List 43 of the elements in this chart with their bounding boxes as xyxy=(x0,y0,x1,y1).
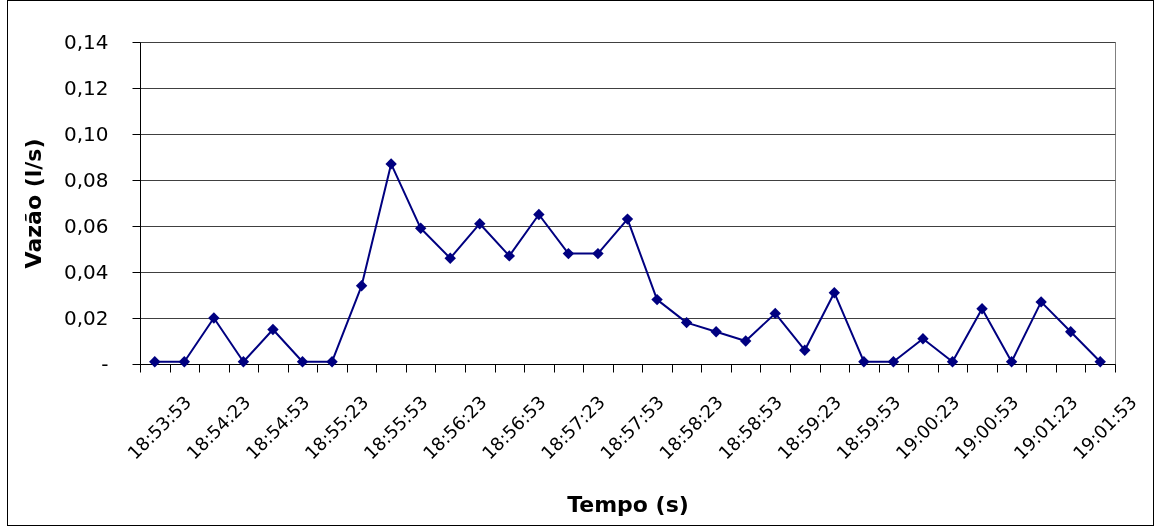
point xyxy=(267,323,279,336)
point xyxy=(562,247,575,260)
y-tick-label: 0,06 xyxy=(63,213,109,238)
point xyxy=(1005,356,1018,368)
y-tick-label: 0,08 xyxy=(63,167,109,192)
point xyxy=(799,344,811,356)
point xyxy=(1035,296,1047,308)
point xyxy=(149,356,161,368)
point xyxy=(533,208,545,221)
point xyxy=(680,316,693,329)
point xyxy=(592,247,604,260)
point xyxy=(208,312,220,324)
point xyxy=(917,333,929,345)
point xyxy=(503,250,516,262)
point xyxy=(178,356,191,368)
point xyxy=(710,326,722,338)
y-tick-label: - xyxy=(101,351,109,376)
point xyxy=(858,356,870,368)
point xyxy=(651,293,663,306)
point xyxy=(976,303,988,315)
y-tick-label: 0,12 xyxy=(63,75,109,100)
point xyxy=(1064,326,1077,338)
y-tick-label: 0,02 xyxy=(63,305,109,330)
point xyxy=(355,280,368,292)
point xyxy=(946,356,959,368)
point xyxy=(887,356,900,368)
y-tick-label: 0,14 xyxy=(63,29,109,54)
y-tick-label: 0,04 xyxy=(63,259,109,284)
x-axis-title: Tempo (s) xyxy=(567,492,689,518)
y-tick-label: 0,10 xyxy=(63,121,109,146)
point xyxy=(385,158,397,170)
point xyxy=(326,356,338,368)
point xyxy=(296,356,309,368)
point xyxy=(444,252,456,264)
point xyxy=(237,356,250,368)
point xyxy=(769,307,781,320)
y-axis-title: Vazão (l/s) xyxy=(20,138,46,269)
point xyxy=(474,218,486,230)
point xyxy=(1094,356,1106,368)
point xyxy=(739,335,752,347)
point xyxy=(828,287,841,299)
point xyxy=(621,213,634,225)
point xyxy=(414,222,427,234)
